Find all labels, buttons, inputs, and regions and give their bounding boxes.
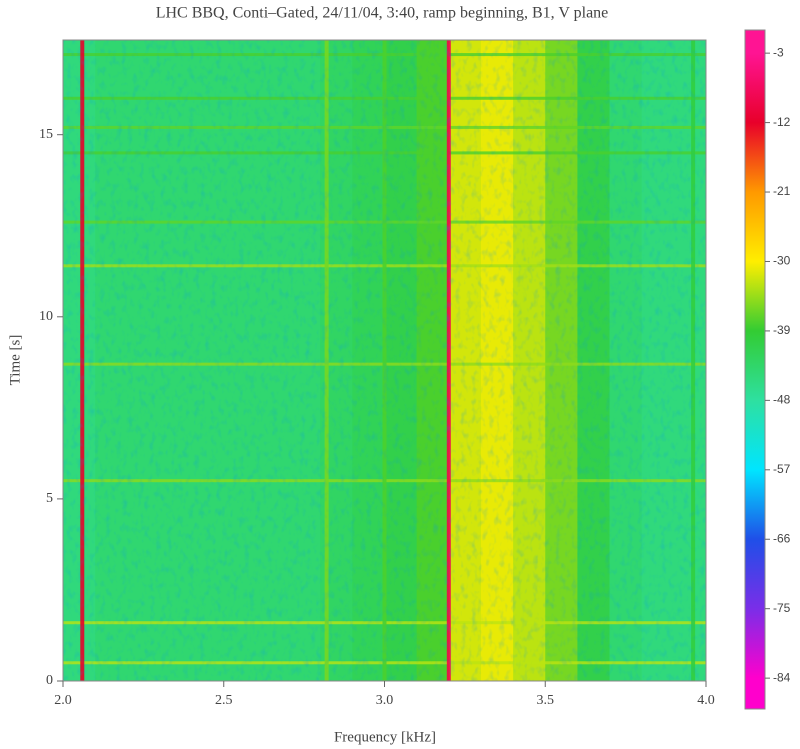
colorbar-tick-label: -66: [773, 531, 791, 545]
colorbar-tick-label: -75: [773, 601, 791, 615]
colorbar-tick-label: -12: [773, 115, 791, 129]
x-axis-label: Frequency [kHz]: [334, 729, 436, 745]
noise-texture: [63, 40, 706, 681]
y-tick-label: 15: [39, 127, 53, 142]
heatmap: [63, 40, 707, 681]
x-tick-label: 2.0: [54, 693, 72, 708]
x-tick-label: 4.0: [697, 693, 715, 708]
colorbar-tick-label: -21: [773, 184, 791, 198]
colorbar-tick-label: -39: [773, 323, 791, 337]
colorbar-tick-label: -30: [773, 254, 791, 268]
x-tick-label: 3.5: [537, 693, 555, 708]
y-tick-label: 10: [39, 309, 53, 324]
colorbar-tick-label: -84: [773, 670, 791, 684]
y-tick-label: 0: [46, 673, 53, 688]
colorbar-tick-label: -48: [773, 393, 791, 407]
colorbar-tick-label: -57: [773, 462, 791, 476]
x-tick-label: 3.0: [376, 693, 394, 708]
y-tick-label: 5: [46, 491, 53, 506]
y-axis-label: Time [s]: [7, 335, 23, 386]
x-tick-label: 2.5: [215, 693, 233, 708]
chart-title: LHC BBQ, Conti–Gated, 24/11/04, 3:40, ra…: [156, 5, 609, 22]
colorbar: [744, 29, 766, 710]
colorbar-tick-label: -3: [773, 45, 784, 59]
